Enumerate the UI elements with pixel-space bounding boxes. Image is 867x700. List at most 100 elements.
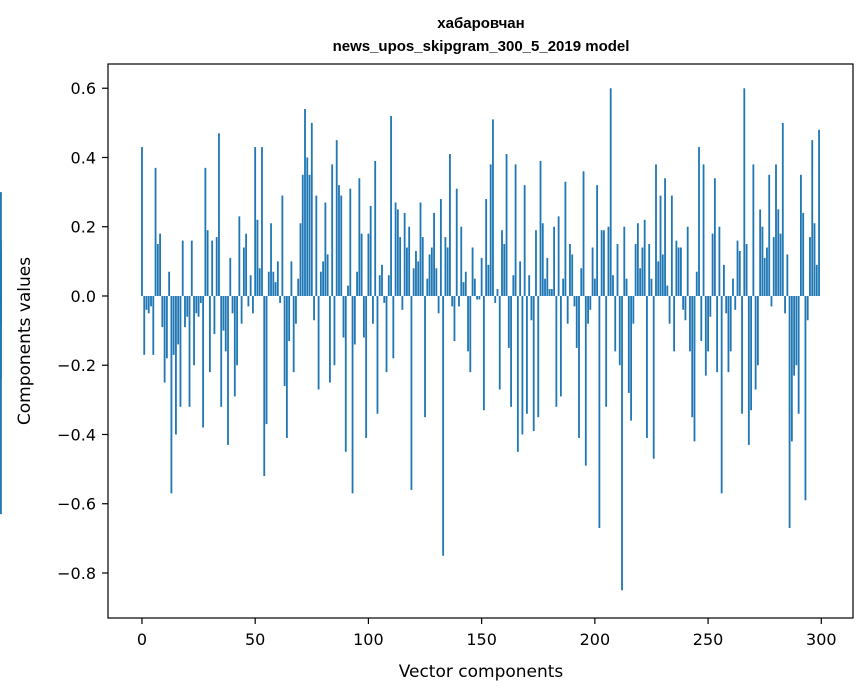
bar-component-102 (372, 295, 374, 324)
bar-component-249 (704, 295, 707, 376)
bar-component-161 (505, 154, 508, 296)
bar-component-48 (249, 275, 252, 296)
bar-component-191 (573, 295, 576, 307)
bar-component-170 (526, 295, 528, 414)
bar-component-286 (788, 295, 791, 528)
bar-component-255 (718, 226, 721, 296)
bar-component-30 (208, 295, 211, 373)
bar-component-240 (684, 295, 687, 321)
bar-component-138 (453, 295, 456, 341)
bar-component-248 (702, 164, 705, 296)
bar-component-156 (494, 295, 497, 303)
bar-component-151 (482, 295, 485, 411)
bar-component-101 (369, 205, 372, 296)
bar-component-212 (621, 295, 623, 591)
bar-component-96 (358, 178, 361, 296)
bar-component-179 (546, 257, 549, 296)
bar-component-124 (421, 237, 424, 296)
bar-component-4 (150, 295, 152, 307)
bar-component-172 (530, 295, 533, 321)
bar-component-116 (403, 212, 406, 296)
bar-component-144 (467, 295, 469, 352)
chart-title-line-2: news_upos_skipgram_300_5_2019 model (333, 38, 630, 55)
bar-component-198 (589, 295, 592, 310)
y-tick-label: −0.8 (57, 564, 96, 583)
bar-component-0 (141, 147, 143, 296)
bar-component-230 (661, 254, 664, 296)
bar-component-74 (308, 174, 311, 296)
bar-component-68 (295, 295, 297, 324)
bar-component-29 (206, 230, 209, 296)
bar-component-157 (496, 289, 499, 296)
bar-component-274 (761, 226, 764, 296)
bar-component-155 (492, 119, 494, 296)
bar-component-31 (211, 240, 214, 296)
bar-component-217 (632, 295, 635, 324)
bar-component-62 (281, 195, 284, 296)
bar-component-85 (333, 295, 336, 366)
bar-component-73 (306, 157, 309, 296)
bar-component-233 (668, 295, 671, 324)
bar-component-275 (763, 257, 766, 296)
bar-component-56 (267, 271, 270, 296)
bar-component-148 (476, 295, 479, 300)
bar-component-76 (313, 295, 315, 321)
bar-component-199 (591, 247, 594, 296)
bar-component-28 (204, 167, 207, 296)
bar-component-55 (265, 295, 268, 425)
bar-component-23 (193, 295, 195, 366)
bar-component-263 (736, 240, 739, 296)
bar-component-221 (641, 247, 644, 296)
bar-component-87 (338, 185, 340, 296)
bar-component-205 (605, 295, 608, 407)
bar-component-112 (394, 202, 397, 296)
bar-component-195 (582, 171, 585, 296)
bar-component-57 (270, 223, 272, 296)
bar-component-104 (376, 295, 379, 414)
bar-component-222 (643, 219, 646, 296)
bar-component-182 (553, 226, 555, 296)
bar-component-282 (779, 233, 782, 296)
bar-component-16 (177, 295, 180, 345)
bar-component-295 (809, 237, 811, 296)
bar-component-61 (279, 295, 281, 303)
plot-area-frame (107, 63, 854, 619)
bar-component-33 (215, 237, 218, 296)
bar-component-270 (752, 164, 755, 296)
bar-component-14 (172, 295, 175, 355)
bar-component-178 (544, 278, 546, 296)
bar-component-228 (657, 261, 660, 296)
bar-component-71 (301, 174, 304, 296)
bar-component-273 (759, 209, 762, 296)
bar-component-119 (410, 295, 413, 490)
bar-component-79 (319, 271, 322, 296)
chart-title-line-1: хабаровчан (437, 15, 524, 32)
bar-component-277 (768, 174, 771, 296)
y-tick-label: −0.6 (57, 495, 96, 514)
x-axis-label: Vector components (399, 662, 564, 682)
x-axis-ticks: 0 50 100 150 200 250 300 (137, 618, 837, 649)
bar-component-95 (356, 271, 358, 296)
bar-component-139 (455, 188, 458, 296)
bar-component-130 (435, 268, 438, 296)
bar-component-11 (165, 295, 168, 359)
bar-component-63 (283, 295, 286, 387)
bar-component-238 (680, 247, 682, 296)
y-tick-label: 0.2 (71, 218, 96, 237)
bar-component-159 (501, 230, 503, 296)
bar-component-216 (630, 295, 632, 421)
bar-component-125 (424, 295, 426, 418)
bar-component-40 (231, 295, 234, 314)
bar-component-50 (254, 147, 257, 296)
bar-component-165 (514, 164, 517, 296)
bar-component-6 (154, 167, 157, 296)
bar-component-190 (571, 254, 574, 296)
y-tick-label: −0.2 (57, 356, 96, 375)
bar-component-204 (603, 230, 605, 296)
bar-component-69 (297, 278, 300, 296)
bar-component-220 (639, 268, 642, 296)
bar-component-293 (804, 295, 807, 501)
bar-component-113 (396, 209, 399, 296)
